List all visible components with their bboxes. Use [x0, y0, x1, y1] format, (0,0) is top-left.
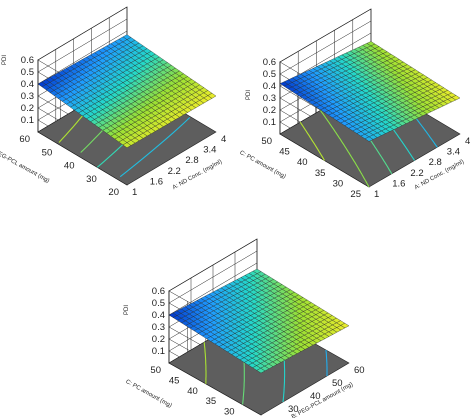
surface-patch [207, 92, 217, 99]
z-tick-label: 0.4 [21, 79, 34, 90]
y-tick-label: 25 [350, 189, 361, 200]
z-tick-label: 0.5 [263, 69, 276, 80]
x-tick-label: 60 [354, 365, 365, 376]
floor-contour-line [203, 342, 207, 384]
x-tick-label: 1 [132, 187, 137, 198]
x-tick-label: 2.8 [429, 157, 442, 168]
z-tick-label: 0.3 [263, 93, 276, 104]
x-tick-label: 1.6 [150, 176, 163, 187]
response-surface [168, 268, 350, 374]
z-tick-label: 0.3 [152, 322, 165, 333]
z-axis-title: PDI [246, 90, 252, 100]
surface-patch [340, 322, 350, 329]
y-tick-label: 30 [224, 407, 235, 418]
z-axis-title: PDI [2, 55, 8, 65]
y-tick-label: 45 [279, 147, 290, 158]
x-tick-label: 3.4 [203, 145, 216, 156]
x-tick-label: 4 [465, 136, 470, 147]
y-tick-label: 45 [169, 375, 180, 386]
x-tick-label: 1.6 [392, 178, 405, 189]
x-tick-label: 2.8 [185, 155, 198, 166]
x-tick-label: 2.2 [168, 166, 181, 177]
y-tick-label: 50 [150, 365, 161, 376]
z-tick-label: 0.5 [152, 298, 165, 309]
y-axis-title: C: PC amount (mg) [124, 379, 172, 409]
y-tick-label: 50 [42, 147, 53, 158]
response-surface-panel-nd-conc-vs-peg-pcl: 0.10.20.30.40.50.6 1 1.6 2.2 2.8 3.4 4 20 30 40 50… [0, 6, 226, 198]
response-surface-panel-peg-pcl-vs-pc-amount: 0.10.20.30.40.50.62030405060253035404550… [124, 238, 365, 418]
y-tick-label: 35 [315, 168, 326, 179]
z-tick-label: 0.5 [21, 67, 34, 78]
z-tick-label: 0.2 [263, 105, 276, 116]
x-tick-label: 3.4 [447, 147, 460, 158]
floor-contour-line [299, 121, 325, 161]
z-tick-label: 0.6 [263, 57, 276, 68]
x-tick-label: 1 [374, 189, 379, 200]
z-tick-label: 0.6 [152, 286, 165, 297]
z-tick-label: 0.1 [21, 115, 34, 126]
floor-contour-line [319, 110, 370, 188]
z-tick-label: 0.3 [21, 91, 34, 102]
surface-patch [451, 95, 461, 101]
floor-contour-line [325, 349, 328, 376]
z-axis-title: PDI [124, 305, 130, 315]
y-tick-label: 30 [86, 174, 97, 185]
z-tick-label: 0.6 [21, 55, 34, 66]
y-tick-label: 30 [333, 178, 344, 189]
z-tick-label: 0.4 [263, 81, 276, 92]
floor-contour-line [119, 117, 191, 178]
z-tick-label: 0.4 [152, 310, 165, 321]
response-surface-panel-nd-conc-vs-pc-amount: 0.10.20.30.40.50.6 1 1.6 2.2 2.8 3.4 4 25 30 35 40… [238, 8, 470, 200]
x-tick-label: 40 [310, 391, 321, 402]
x-tick-label: 30 [288, 404, 299, 415]
y-tick-label: 40 [297, 157, 308, 168]
y-tick-label: 60 [19, 134, 30, 145]
y-tick-label: 20 [108, 187, 119, 198]
x-tick-label: 50 [332, 378, 343, 389]
x-tick-label: 2.2 [410, 168, 423, 179]
x-tick-label: 4 [221, 134, 226, 145]
y-tick-label: 40 [187, 386, 198, 397]
response-surface [279, 41, 461, 142]
y-tick-label: 40 [64, 161, 75, 172]
z-tick-label: 0.1 [263, 117, 276, 128]
z-tick-label: 0.2 [152, 334, 165, 345]
response-surface [37, 34, 217, 149]
y-tick-label: 35 [206, 396, 217, 407]
z-tick-label: 0.2 [21, 103, 34, 114]
z-tick-label: 0.1 [152, 346, 165, 357]
y-tick-label: 50 [261, 136, 272, 147]
